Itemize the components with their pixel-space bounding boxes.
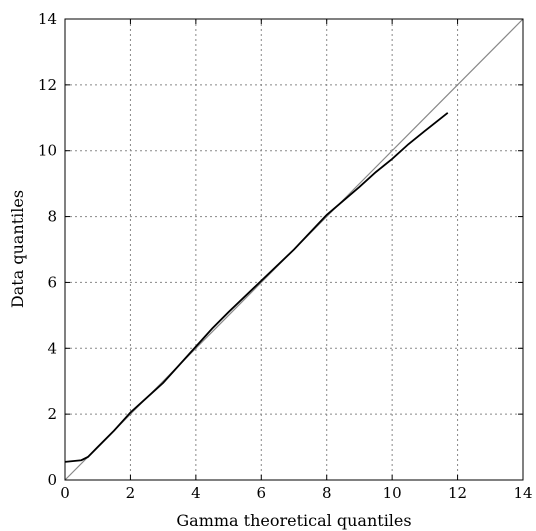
y-tick-label: 14 <box>38 10 57 28</box>
x-tick-label: 8 <box>322 484 332 502</box>
x-axis-title: Gamma theoretical quantiles <box>176 511 411 530</box>
y-tick-label: 6 <box>47 273 57 291</box>
x-tick-label: 4 <box>191 484 201 502</box>
y-tick-label: 10 <box>38 142 57 160</box>
y-tick-label: 0 <box>47 471 57 489</box>
grid-lines <box>65 19 523 480</box>
series-layer <box>64 18 524 481</box>
x-tick-label: 6 <box>257 484 267 502</box>
x-tick-label: 14 <box>513 484 532 502</box>
y-tick-label: 12 <box>38 76 57 94</box>
qq-line <box>64 112 449 463</box>
x-tick-label: 12 <box>448 484 467 502</box>
y-tick-label: 8 <box>47 208 57 226</box>
x-tick-label: 2 <box>126 484 136 502</box>
tick-labels: 0 2 4 6 8 10 12 14 0 2 4 6 8 10 12 14 <box>38 10 533 502</box>
x-tick-label: 10 <box>383 484 402 502</box>
y-tick-label: 4 <box>47 339 57 357</box>
y-tick-label: 2 <box>47 405 57 423</box>
plot-frame <box>64 18 524 481</box>
y-axis-title: Data quantiles <box>8 190 27 308</box>
x-tick-label: 0 <box>60 484 70 502</box>
